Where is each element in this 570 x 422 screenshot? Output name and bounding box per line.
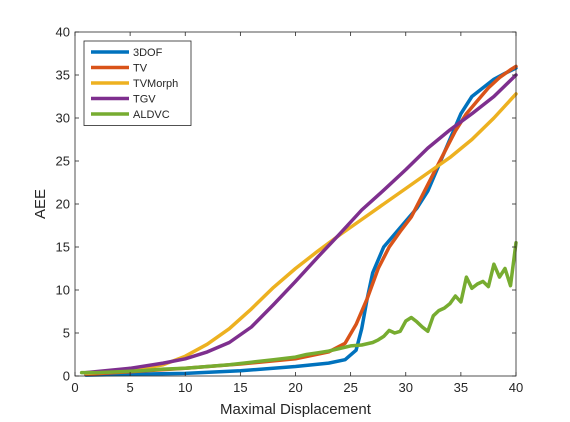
x-tick-label: 30	[399, 380, 413, 395]
legend-label-tvmorph: TVMorph	[133, 78, 178, 90]
legend-label-tv: TV	[133, 63, 148, 75]
tick-layer: 0 5 10 15 20 25 30 35 40 0 5 10 15 20 25 30 35 40	[56, 25, 524, 396]
legend-label-tgv: TGV	[133, 94, 156, 106]
y-tick-label: 5	[63, 326, 70, 341]
series-line-aldvc	[79, 240, 518, 375]
y-tick-label: 10	[56, 283, 70, 298]
legend-label-aldvc: ALDVC	[133, 109, 170, 121]
series-line-3dof	[84, 66, 518, 377]
x-tick-label: 10	[178, 380, 192, 395]
y-tick-label: 25	[56, 154, 70, 169]
x-tick-label: 25	[343, 380, 357, 395]
legend: 3DOF TV TVMorph TGV ALDVC	[83, 40, 192, 126]
series-line-tgv	[84, 73, 518, 375]
y-tick-label: 35	[56, 68, 70, 83]
x-tick-label: 20	[288, 380, 302, 395]
y-tick-label: 20	[56, 197, 70, 212]
x-tick-label: 0	[71, 380, 78, 395]
y-tick-label: 0	[63, 369, 70, 384]
x-tick-label: 40	[509, 380, 523, 395]
x-tick-label: 35	[454, 380, 468, 395]
legend-label-3dof: 3DOF	[133, 47, 163, 59]
y-tick-label: 15	[56, 240, 70, 255]
series-layer	[79, 64, 518, 377]
series-line-tvmorph	[84, 92, 518, 376]
x-axis-label: Maximal Displacement	[220, 401, 372, 418]
y-axis-label: AEE	[32, 189, 49, 219]
x-tick-label: 5	[127, 380, 134, 395]
y-tick-label: 30	[56, 111, 70, 126]
x-tick-label: 15	[233, 380, 247, 395]
y-tick-label: 40	[56, 25, 70, 40]
